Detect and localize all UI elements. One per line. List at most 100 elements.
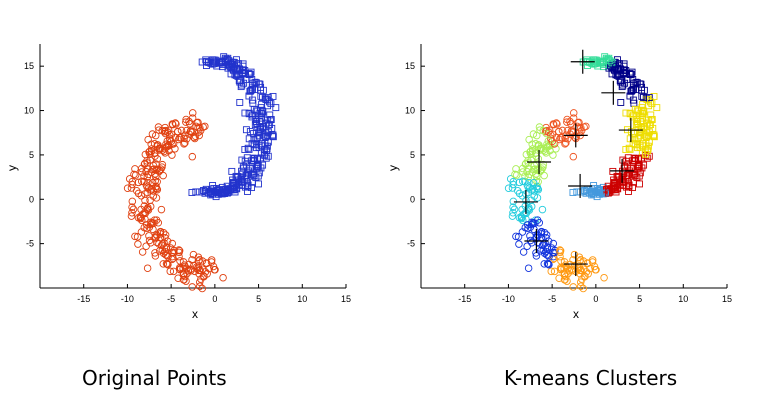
caption-original-points: Original Points [82,366,227,390]
data-point [540,171,548,180]
data-point [136,212,145,221]
data-point [134,240,142,248]
data-point [163,128,172,136]
data-point [266,98,273,106]
x-tick-label: 15 [341,294,351,304]
data-point [238,173,245,181]
data-point [514,233,523,241]
data-point [211,265,219,274]
y-tick-label: 0 [410,194,415,204]
data-point [175,246,183,254]
data-point [201,189,209,197]
data-point [151,252,160,260]
data-point [128,209,136,217]
data-point [143,165,152,173]
data-point [162,245,171,253]
data-point [168,120,177,128]
data-point [569,283,577,291]
data-point [248,96,256,104]
data-point [241,157,249,165]
data-point [198,257,207,265]
data-point [258,114,265,122]
data-point [540,260,549,268]
data-point [236,78,244,86]
data-point [596,189,604,197]
data-point [629,96,637,104]
data-point [519,177,527,186]
data-point [262,133,270,141]
data-point [144,135,152,144]
data-point [188,109,197,117]
data-point [615,70,623,78]
data-point [599,60,607,68]
data-point [529,219,537,228]
data-point [148,165,157,174]
data-point [644,145,652,153]
data-point [535,123,544,131]
data-point [162,259,171,268]
data-point [640,86,648,94]
data-point [131,232,139,241]
data-point [575,118,583,127]
data-point [533,184,541,192]
data-point [560,264,568,273]
data-point [157,205,166,214]
data-point [633,173,641,181]
data-point [207,256,216,264]
data-point [165,146,173,155]
data-point [192,122,200,131]
data-point [250,141,258,149]
data-point [226,62,233,70]
data-point [650,132,657,140]
data-point [138,168,146,176]
data-point [248,140,256,148]
data-point [611,66,619,74]
data-point [586,264,595,273]
data-point [159,171,167,180]
data-point [228,183,236,191]
data-point [128,177,137,186]
data-point [521,223,530,232]
data-point [183,264,191,273]
data-point [645,121,653,129]
data-point [138,177,146,186]
data-point [552,119,561,127]
data-point [246,165,254,173]
data-point [188,283,196,291]
data-point [604,189,612,197]
data-point [557,265,565,274]
data-point [564,264,572,273]
x-tick-label: 0 [593,294,598,304]
data-point [180,140,188,148]
data-point [628,87,635,95]
data-point [523,181,532,189]
data-point [195,266,203,275]
data-point [177,126,186,135]
data-point [234,70,242,78]
data-point [555,127,563,136]
data-point [548,137,556,146]
data-point [251,78,259,86]
data-point [175,248,183,257]
data-point [569,152,578,161]
data-point [148,130,157,138]
data-point [509,203,517,211]
data-point [508,212,517,220]
data-point [642,140,650,148]
data-point [198,284,207,293]
data-point [166,267,175,276]
data-point [549,120,558,128]
data-point [541,239,549,247]
data-point [141,190,149,198]
x-tick-label: -10 [502,294,515,304]
data-point [163,137,172,145]
data-point [144,170,153,179]
data-point [161,149,169,157]
data-point [633,107,641,115]
data-point [545,261,553,269]
data-point [645,152,653,160]
data-point [138,248,147,256]
data-point [252,173,260,181]
x-tick-label: 5 [637,294,642,304]
